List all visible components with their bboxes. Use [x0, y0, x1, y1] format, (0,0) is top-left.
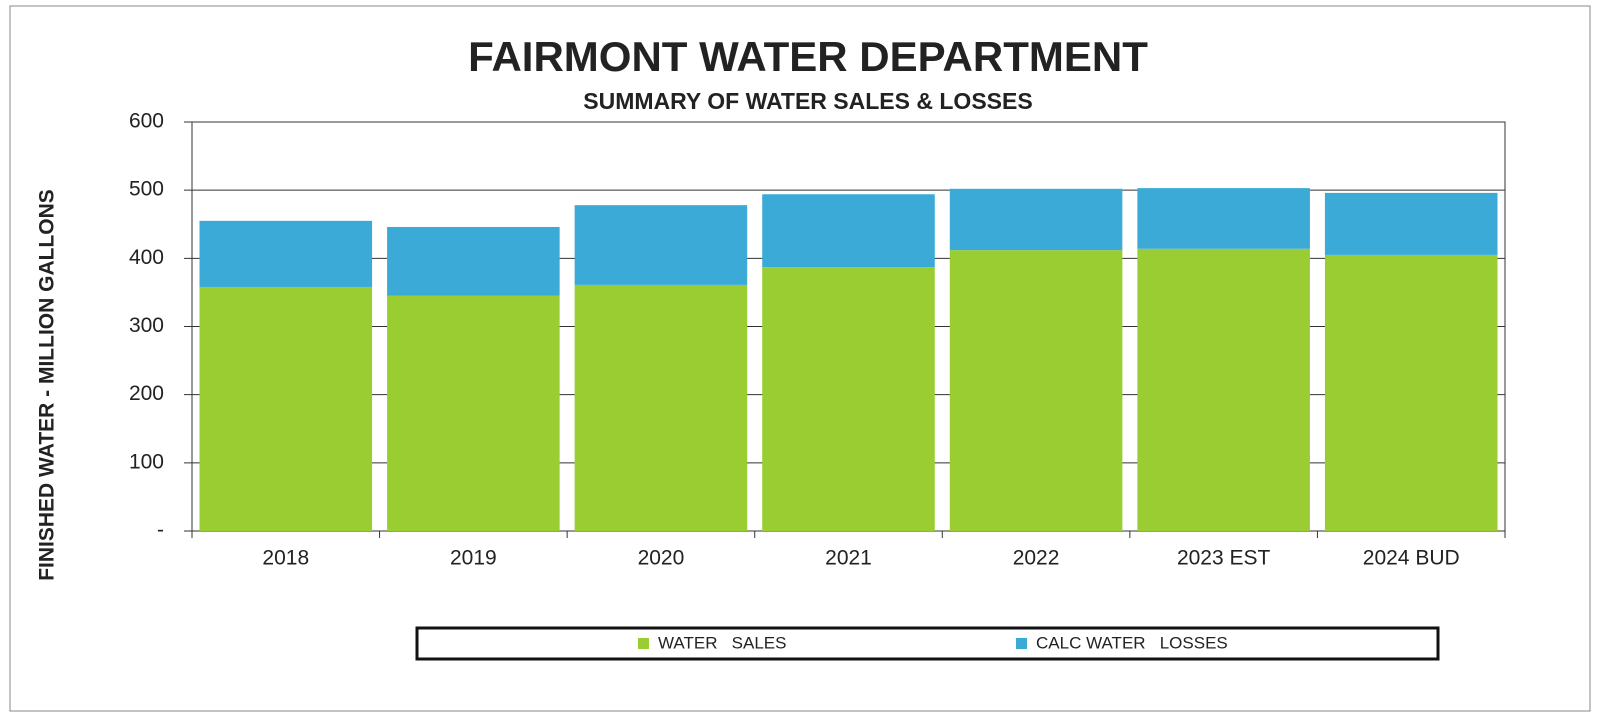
legend-swatch [1016, 638, 1027, 649]
bar-segment [574, 205, 748, 285]
frame [9, 5, 1591, 712]
y-tick-label: 300 [129, 314, 164, 337]
bar-segment [387, 295, 560, 531]
y-tick-label: - [157, 519, 164, 542]
bar-segment [199, 220, 373, 287]
y-tick-label: 600 [129, 110, 164, 133]
bar-segment [1137, 248, 1310, 532]
legend-box [415, 626, 1440, 661]
y-axis-label: FINISHED WATER - MILLION GALLONS [36, 189, 59, 581]
bar-segment [949, 250, 1123, 532]
x-tick-label: 2019 [450, 547, 497, 570]
bar-segment [949, 188, 1123, 251]
x-tick-label: 2023 EST [1177, 547, 1271, 570]
legend-swatch [638, 638, 649, 649]
legend-label: CALC WATER LOSSES [1036, 633, 1228, 652]
x-tick-label: 2018 [262, 547, 309, 570]
x-tick-label: 2024 BUD [1363, 547, 1460, 570]
bar-segment [1324, 192, 1498, 255]
chart-subtitle: SUMMARY OF WATER SALES & LOSSES [583, 88, 1032, 114]
y-tick-label: 200 [129, 382, 164, 405]
bar-segment [574, 284, 748, 531]
legend-label: WATER SALES [658, 633, 786, 652]
chart-title: FAIRMONT WATER DEPARTMENT [468, 33, 1148, 80]
bar-segment [1324, 254, 1498, 532]
bar-segment [1137, 188, 1310, 249]
y-tick-label: 400 [129, 246, 164, 269]
x-tick-label: 2022 [1013, 547, 1060, 570]
bar-segment [762, 267, 935, 531]
y-tick-label: 500 [129, 178, 164, 201]
x-tick-label: 2021 [825, 547, 872, 570]
y-tick-label: 100 [129, 450, 164, 473]
bar-segment [387, 226, 560, 296]
bar-segment [199, 286, 373, 531]
x-tick-label: 2020 [638, 547, 685, 570]
bar-segment [762, 194, 935, 268]
